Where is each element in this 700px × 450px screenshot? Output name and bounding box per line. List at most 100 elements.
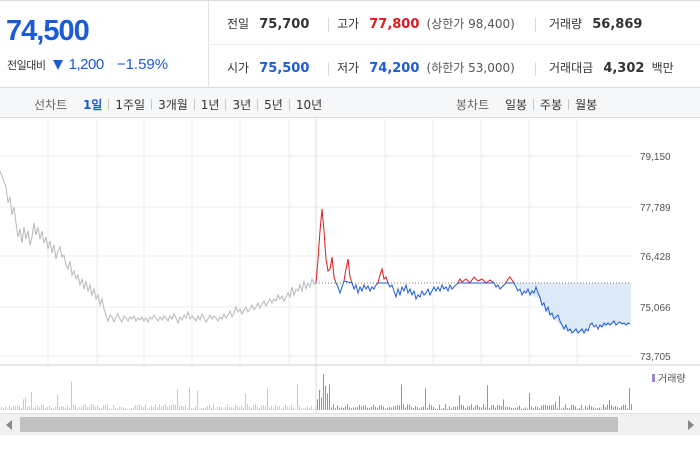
volume-bar: [349, 407, 350, 410]
volume-bar: [29, 405, 30, 410]
amount-value: 4,302: [603, 61, 645, 76]
volume-bar: [591, 406, 592, 410]
volume-bar: [361, 406, 362, 410]
today-price-line-above: [505, 276, 515, 284]
today-price-line-below: [335, 280, 631, 335]
volume-bar: [105, 404, 106, 410]
volume-bar: [585, 405, 586, 410]
low-label: 저가: [337, 61, 360, 75]
tab-3m[interactable]: 3개월: [158, 98, 188, 112]
volume-bar: [163, 405, 164, 410]
volume-bar: [133, 406, 134, 410]
y-tick-label: 76,428: [640, 252, 671, 263]
volume-bar: [363, 405, 364, 410]
volume-bar: [615, 406, 616, 410]
volume-bar: [293, 407, 294, 410]
volume-bar: [403, 404, 404, 410]
volume-bar: [549, 405, 550, 410]
volume-bar: [205, 407, 206, 410]
volume-bar: [5, 406, 6, 410]
volume-bar: [603, 404, 604, 410]
scrollbar-thumb[interactable]: [20, 417, 618, 432]
volume-bar: [307, 406, 308, 410]
volume-bar: [31, 392, 32, 410]
volume-bar: [333, 404, 334, 410]
volume-bar: [371, 406, 372, 410]
volume-bar: [367, 407, 368, 410]
tab-weekly-candle[interactable]: 주봉: [540, 98, 563, 112]
volume-bar: [435, 408, 436, 410]
volume-bar: [265, 406, 266, 410]
today-price-line-above: [343, 258, 353, 284]
volume-bar: [243, 407, 244, 410]
tab-monthly-candle[interactable]: 월봉: [575, 98, 598, 112]
scroll-right-arrow-icon[interactable]: [688, 420, 694, 430]
volume-bar: [471, 404, 472, 410]
volume-bar: [67, 405, 68, 410]
tab-daily-candle[interactable]: 일봉: [504, 98, 528, 112]
tab-1d[interactable]: 1일: [82, 98, 103, 112]
scroll-left-arrow-icon[interactable]: [6, 420, 12, 430]
volume-bar: [351, 408, 352, 410]
volume-bar: [481, 407, 482, 410]
volume-bar: [379, 405, 380, 410]
volume-bar: [121, 407, 122, 410]
tab-3y[interactable]: 3년: [232, 98, 252, 112]
volume-bar: [457, 406, 458, 410]
tab-divider: [533, 99, 535, 110]
volume-bar: [153, 407, 154, 410]
volume-bar: [505, 406, 506, 410]
volume-bar: [631, 404, 632, 410]
volume-bar: [309, 407, 310, 410]
volume-bar: [173, 404, 174, 410]
volume-bar: [185, 404, 186, 410]
volume-bar: [197, 390, 198, 410]
tab-divider: [288, 99, 290, 110]
volume-bar: [439, 404, 440, 410]
volume-bar: [335, 408, 336, 410]
volume-bar: [407, 404, 408, 410]
volume-bar: [167, 406, 168, 410]
volume-bar: [575, 406, 576, 410]
volume-bar: [15, 406, 16, 410]
volume-bar: [327, 393, 328, 410]
volume-bar: [429, 404, 430, 410]
volume-bar: [523, 408, 524, 410]
volume-bar: [449, 406, 450, 410]
tab-1y[interactable]: 1년: [200, 98, 220, 112]
volume-bar: [411, 407, 412, 410]
volume-bar: [377, 407, 378, 410]
volume-bar: [441, 408, 442, 410]
volume-bar: [275, 404, 276, 410]
price-box: 74,500 전일대비 1,200 −1.59%: [0, 1, 209, 88]
volume-bar: [187, 408, 188, 410]
volume-bar: [599, 407, 600, 410]
amount-label: 거래대금: [549, 61, 594, 75]
low-value: 74,200: [369, 61, 420, 76]
volume-bar: [283, 407, 284, 410]
volume-bar: [533, 408, 534, 410]
volume-bar: [245, 393, 246, 410]
chart-scrollbar[interactable]: [0, 413, 700, 435]
tab-10y[interactable]: 10년: [295, 98, 323, 112]
volume-bar: [557, 408, 558, 410]
y-tick-label: 73,705: [640, 352, 671, 363]
volume-bar: [551, 405, 552, 410]
volume-bar: [45, 407, 46, 410]
volume-bar: [421, 407, 422, 410]
current-price: 74,500: [6, 15, 90, 47]
volume-bar: [423, 406, 424, 410]
y-tick-label: 79,150: [640, 152, 671, 163]
volume-bar: [397, 405, 398, 410]
tab-5y[interactable]: 5년: [264, 98, 283, 112]
high-value: 77,800: [369, 17, 420, 32]
tab-1w[interactable]: 1주일: [115, 98, 146, 112]
volume-bar: [319, 389, 320, 410]
low-cell: 저가 74,200 (하한가 53,000): [337, 59, 515, 76]
volume-bar: [605, 406, 606, 410]
volume-bar: [115, 408, 116, 410]
volume-bar: [3, 408, 4, 410]
volume-bar: [219, 406, 220, 410]
volume-bar: [151, 405, 152, 410]
volume-bar: [527, 408, 528, 410]
